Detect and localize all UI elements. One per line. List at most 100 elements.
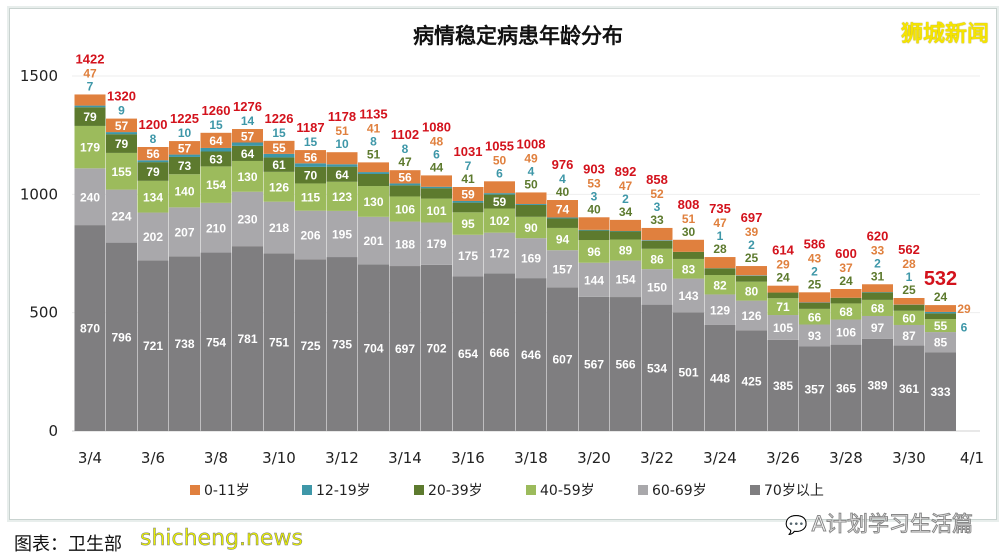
bar-segment <box>578 240 610 263</box>
chart-frame: 病情稳定病患年龄分布 0 500 1000 1500 870 240 179 79 7 47 14… <box>9 8 997 520</box>
segment-label: 102 <box>489 214 509 228</box>
segment-label: 4 <box>559 172 566 186</box>
bar-segment <box>326 164 358 167</box>
bar-segment <box>799 346 830 431</box>
segment-label: 101 <box>426 204 446 218</box>
segment-label: 8 <box>150 132 157 146</box>
bar-segment <box>169 156 200 175</box>
bar-segment <box>74 125 106 169</box>
bar-segment <box>452 212 484 235</box>
segment-label: 56 <box>398 170 412 184</box>
x-tick-label: 4/1 <box>960 449 984 467</box>
bar-segment <box>106 134 137 153</box>
segment-label: 150 <box>647 280 667 294</box>
total-label: 1055 <box>485 138 514 153</box>
bar-segment <box>106 132 137 135</box>
segment-label: 2 <box>874 256 881 270</box>
bar-segment <box>326 210 358 258</box>
segment-label: 210 <box>206 221 226 235</box>
bar-segment <box>578 296 610 431</box>
bar-segment <box>200 151 232 167</box>
segment-label: 86 <box>650 253 664 267</box>
total-label: 858 <box>646 172 668 187</box>
segment-label: 87 <box>902 329 916 343</box>
segment-label: 55 <box>272 141 286 155</box>
segment-label: 3 <box>591 189 598 203</box>
segment-label: 501 <box>678 365 698 379</box>
legend-swatch <box>526 485 536 495</box>
bar-segment <box>484 232 515 274</box>
bar-segment <box>830 319 862 345</box>
x-tick-label: 3/24 <box>703 449 737 467</box>
total-label: 1031 <box>454 144 483 159</box>
bar-segment <box>736 330 767 431</box>
bar-segment <box>484 193 515 195</box>
bar-segment <box>767 292 799 299</box>
bar-segment <box>925 311 956 314</box>
bars: 8702401797974714227962241557957913207212… <box>74 51 971 431</box>
total-label: 808 <box>678 197 700 212</box>
total-label: 532 <box>924 268 957 290</box>
total-label: 903 <box>583 161 605 176</box>
bar-segment <box>389 196 421 222</box>
legend-label: 12-19岁 <box>316 483 371 499</box>
segment-label: 534 <box>647 361 667 375</box>
bar-segment <box>736 266 767 276</box>
segment-label: 30 <box>682 225 696 239</box>
bar-segment <box>358 173 389 187</box>
bar-segment <box>925 352 956 431</box>
segment-label: 10 <box>335 137 349 151</box>
bar-segment <box>578 262 610 297</box>
x-tick-label: 3/26 <box>766 449 800 467</box>
segment-label: 202 <box>143 230 163 244</box>
segment-label: 157 <box>552 262 572 276</box>
bar-segment <box>421 186 452 189</box>
segment-label: 15 <box>209 118 223 132</box>
bar-segment <box>389 266 421 431</box>
total-label: 1226 <box>265 111 294 126</box>
segment-label: 870 <box>80 322 100 336</box>
total-label: 1276 <box>233 99 262 114</box>
bar-segment <box>421 198 452 223</box>
segment-label: 79 <box>115 137 129 151</box>
segment-label: 15 <box>272 126 286 140</box>
bar-segment <box>200 202 232 253</box>
segment-label: 7 <box>87 79 94 93</box>
bar-segment <box>421 175 452 187</box>
bar-segment <box>893 345 925 431</box>
bar-segment <box>106 242 137 431</box>
bar-segment <box>547 200 578 218</box>
total-label: 562 <box>898 242 920 257</box>
x-tick-label: 3/22 <box>640 449 674 467</box>
bar-segment <box>74 107 106 126</box>
bar-segment <box>799 324 830 347</box>
segment-label: 33 <box>650 213 664 227</box>
bar-segment <box>295 183 326 211</box>
legend-item: 12-19岁 <box>302 483 371 499</box>
segment-label: 74 <box>556 202 570 216</box>
bar-segment <box>862 284 893 293</box>
bar-segment <box>704 294 736 325</box>
bar-segment <box>169 256 200 431</box>
segment-label: 41 <box>461 172 475 186</box>
segment-label: 357 <box>804 382 824 396</box>
bar-segment <box>862 315 893 339</box>
segment-label: 721 <box>143 339 163 353</box>
total-label: 620 <box>867 228 889 243</box>
segment-label: 4 <box>528 164 535 178</box>
legend-swatch <box>190 485 200 495</box>
bar-segment <box>295 150 326 164</box>
bar-segment <box>578 217 610 230</box>
segment-label: 796 <box>111 330 131 344</box>
bar-segment <box>421 222 452 265</box>
bar-segment <box>547 218 578 228</box>
segment-label: 60 <box>902 311 916 325</box>
